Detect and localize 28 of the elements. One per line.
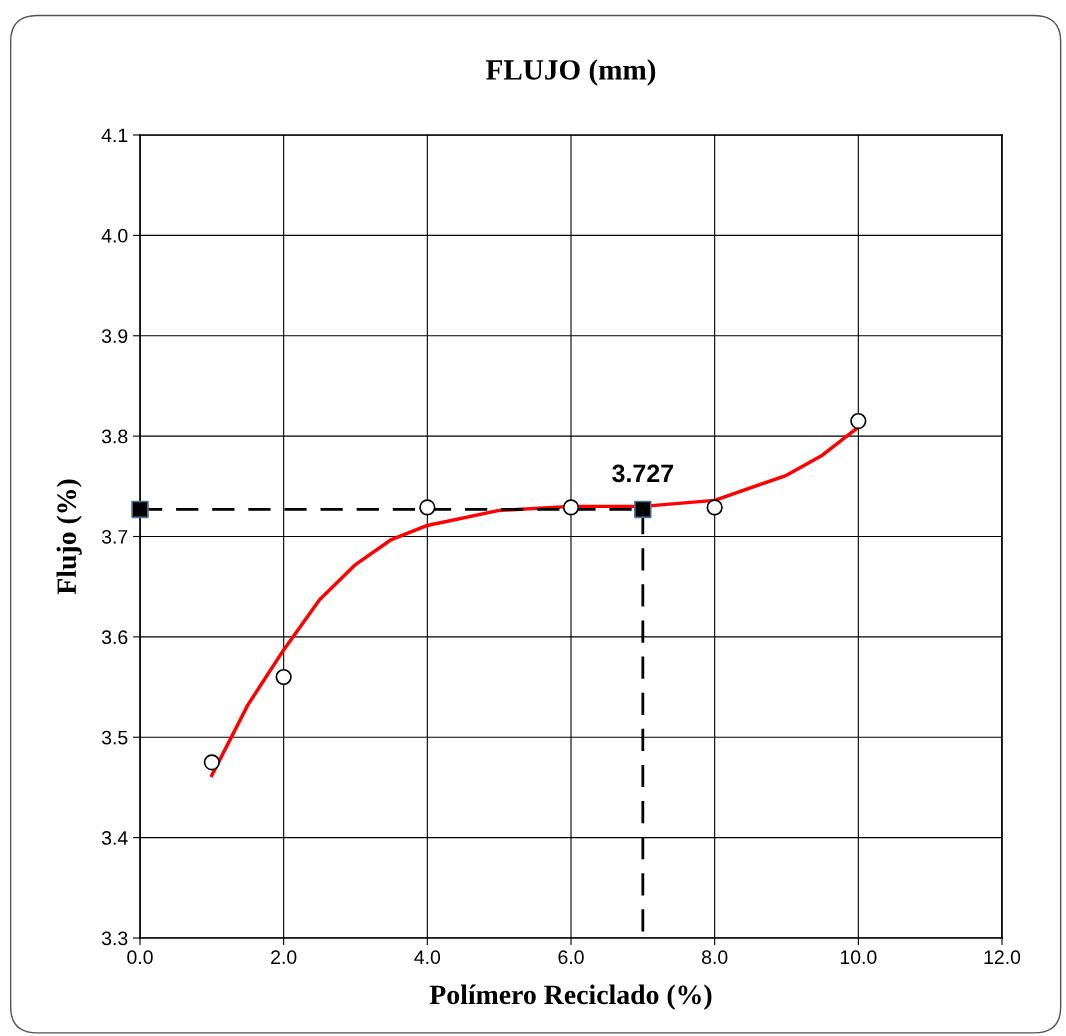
y-tick-label: 3.9: [101, 329, 128, 343]
y-tick-label: 3.4: [101, 831, 128, 845]
y-tick-label: 3.7: [101, 529, 128, 544]
point: [634, 500, 652, 519]
point: [706, 499, 723, 516]
x-tick-label: 0.0: [127, 950, 153, 965]
y-tick-label: 4.1: [101, 128, 128, 143]
x-tick-label: 2.0: [271, 950, 297, 965]
annotation: 3.727: [612, 464, 674, 483]
point: [131, 500, 149, 519]
point: [203, 754, 220, 771]
point: [275, 668, 292, 686]
y-tick-label: 4.0: [101, 228, 128, 243]
y-tick-label: 3.8: [101, 429, 128, 444]
y-tick-label: 3.6: [101, 630, 128, 645]
x-tick-label: 4.0: [414, 950, 441, 965]
y-tick-label: 3.3: [101, 931, 128, 946]
point: [850, 412, 867, 430]
y-tick-label: 3.5: [101, 730, 128, 745]
x-tick-label: 10.0: [840, 950, 877, 965]
x-tick-label: 12.0: [984, 950, 1021, 965]
x-axis-title: Polímero Reciclado (%): [429, 984, 712, 1010]
x-tick-label: 6.0: [558, 950, 584, 965]
x-tick-label: 8.0: [702, 950, 728, 965]
chart-title: FLUJO (mm): [486, 59, 656, 86]
point: [419, 499, 436, 516]
y-axis-title: Flujo (%): [56, 479, 82, 595]
point: [562, 499, 580, 516]
